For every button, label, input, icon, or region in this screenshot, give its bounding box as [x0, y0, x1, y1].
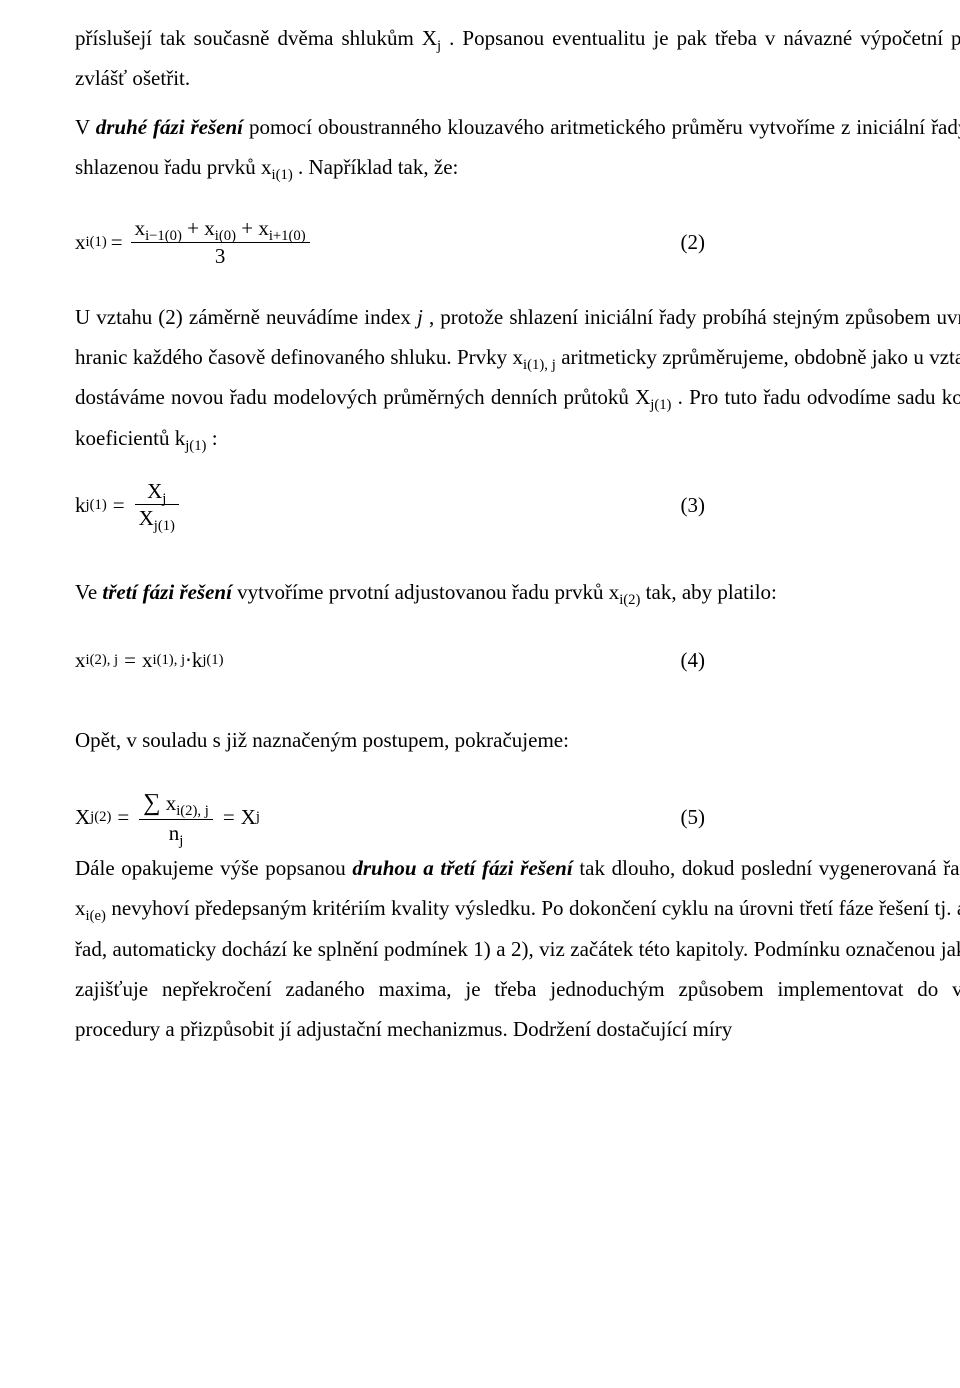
text: příslušejí tak současně dvěma shlukům [75, 26, 422, 50]
var: x [513, 345, 524, 369]
var: X [75, 797, 90, 837]
paragraph-4: Ve třetí fázi řešení vytvoříme prvotní a… [75, 572, 960, 612]
subscript: i(1) [272, 167, 293, 183]
subscript: i(1), j [523, 357, 556, 373]
text: Dále opakujeme výše popsanou [75, 856, 352, 880]
paragraph-1: příslušejí tak současně dvěma shlukům Xj… [75, 18, 960, 99]
op: + [187, 216, 204, 240]
phase-label: druhou a třetí fázi řešení [352, 856, 572, 880]
var: x [166, 791, 177, 815]
subscript: j(1) [185, 438, 206, 454]
paragraph-6: Dále opakujeme výše popsanou druhou a tř… [75, 848, 960, 1050]
equals: = [118, 640, 142, 680]
equation-3: k j(1) = Xj Xj(1) (3) [75, 478, 960, 532]
text: V [75, 115, 96, 139]
text: U vztahu (2) záměrně neuvádíme index [75, 305, 417, 329]
op: ⋅ [185, 640, 192, 680]
paragraph-5: Opět, v souladu s již naznačeným postupe… [75, 720, 960, 760]
text: nevyhoví předepsaným kritériím kvality v… [75, 896, 960, 1041]
subscript: j(1) [154, 518, 175, 534]
var: X [147, 479, 162, 503]
equation-lhs: k j(1) = Xj Xj(1) [75, 478, 183, 532]
paragraph-3: U vztahu (2) záměrně neuvádíme index j ,… [75, 297, 960, 458]
equation-lhs: Xj(2) = ∑ xi(2), j nj = Xj [75, 788, 260, 845]
numerator: ∑ xi(2), j [139, 788, 213, 818]
text: . Například tak, že: [298, 155, 458, 179]
text: tak dlouho, dokud poslední vygenerovaná … [579, 856, 960, 880]
subscript: i(2) [619, 592, 640, 608]
equation-number: (2) [641, 222, 960, 262]
var: k [192, 640, 203, 680]
subscript: i(e) [86, 908, 106, 924]
var: n [169, 821, 180, 845]
math-inline-Xj: Xj [422, 26, 449, 50]
numerator: Xj [143, 478, 170, 504]
math-inline-xi1: xi(1) [261, 155, 298, 179]
math-inline-Xj1: Xj(1) [635, 385, 678, 409]
paragraph-2: V druhé fázi řešení pomocí oboustranného… [75, 107, 960, 188]
subscript: j [437, 38, 441, 54]
equation-5: Xj(2) = ∑ xi(2), j nj = Xj (5) [75, 788, 960, 845]
var: X [139, 506, 154, 530]
var: k [75, 485, 86, 525]
equation-lhs: xi(1) = xi−1(0) + xi(0) + xi+1(0) 3 [75, 215, 314, 269]
subscript: i(2), j [176, 804, 209, 820]
math-inline-xi2: xi(2) [609, 580, 646, 604]
fraction: ∑ xi(2), j nj [139, 788, 213, 845]
text: vytvoříme prvotní adjustovanou řadu prvk… [237, 580, 609, 604]
numerator: xi−1(0) + xi(0) + xi+1(0) [131, 215, 310, 241]
phase-label: třetí fázi řešení [102, 580, 232, 604]
equals: = [107, 485, 131, 525]
equals: = [111, 797, 135, 837]
var: x [261, 155, 272, 179]
sum-icon: ∑ [143, 789, 160, 816]
subscript: j(1) [650, 398, 671, 414]
math-inline-xie: xi(e) [75, 896, 111, 920]
equation-number: (5) [641, 797, 960, 837]
equals: = [217, 797, 241, 837]
var: x [75, 896, 86, 920]
var: x [135, 216, 146, 240]
var: x [75, 640, 86, 680]
fraction: xi−1(0) + xi(0) + xi+1(0) 3 [131, 215, 310, 269]
var: x [258, 216, 269, 240]
var: x [75, 222, 86, 262]
var: x [204, 216, 215, 240]
var: X [241, 797, 256, 837]
equation-4: xi(2), j = xi(1), j ⋅ kj(1) (4) [75, 640, 960, 680]
op: + [241, 216, 258, 240]
math-inline-xi1j: xi(1), j [513, 345, 562, 369]
text: : [212, 426, 218, 450]
equation-lhs: xi(2), j = xi(1), j ⋅ kj(1) [75, 640, 224, 680]
equation-number: (4) [641, 640, 960, 680]
denominator: Xj(1) [135, 505, 179, 531]
var: k [175, 426, 186, 450]
subscript: j [179, 833, 183, 849]
math-inline-kj1: kj(1) [175, 426, 212, 450]
var: X [422, 26, 437, 50]
equals: = [107, 222, 127, 262]
var: x [609, 580, 620, 604]
text: Opět, v souladu s již naznačeným postupe… [75, 728, 569, 752]
text: Ve [75, 580, 102, 604]
text: tak, aby platilo: [646, 580, 777, 604]
equation-number: (3) [641, 485, 960, 525]
denominator: 3 [211, 243, 230, 269]
denominator: nj [165, 820, 188, 846]
phase-label: druhé fázi řešení [96, 115, 243, 139]
math-inline-j: j [417, 305, 423, 329]
var: x [142, 640, 153, 680]
equation-2: xi(1) = xi−1(0) + xi(0) + xi+1(0) 3 (2) [75, 215, 960, 269]
fraction: Xj Xj(1) [135, 478, 179, 532]
var: X [635, 385, 650, 409]
